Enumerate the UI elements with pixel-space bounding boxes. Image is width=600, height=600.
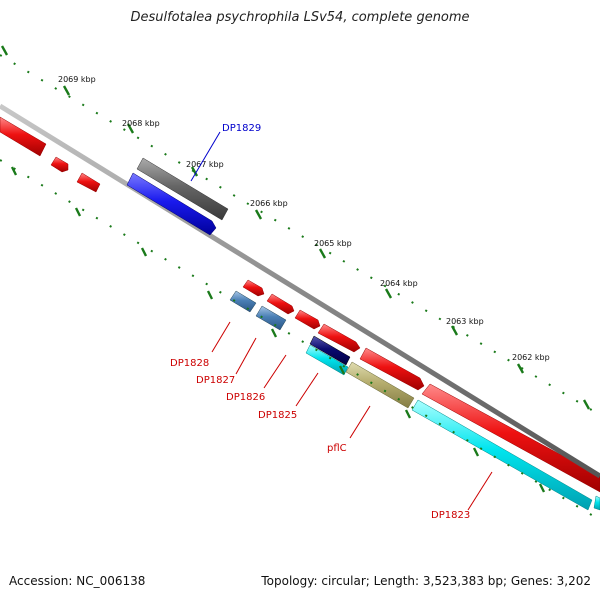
connector-dp1829 bbox=[190, 131, 221, 182]
scale-label: 2065 kbp bbox=[314, 239, 352, 248]
gene-forward bbox=[294, 309, 321, 330]
connector-dp1827 bbox=[235, 337, 257, 375]
connector-pflc bbox=[349, 405, 371, 439]
gene-reverse bbox=[593, 495, 600, 511]
label-pflc: pflC bbox=[327, 443, 347, 454]
outer-tick bbox=[516, 363, 525, 374]
gene-dp1826 bbox=[309, 335, 351, 366]
outer-tick bbox=[582, 399, 591, 410]
gene-forward bbox=[0, 116, 47, 157]
gene-forward bbox=[317, 323, 361, 353]
label-dp1828: DP1828 bbox=[170, 358, 209, 369]
connector-dp1825 bbox=[295, 372, 319, 407]
outer-tick bbox=[384, 288, 393, 299]
gene-reverse bbox=[76, 172, 101, 193]
label-dp1829: DP1829 bbox=[222, 123, 261, 134]
outer-tick bbox=[318, 248, 327, 259]
scale-label: 2064 kbp bbox=[380, 279, 418, 288]
inner-tick bbox=[404, 409, 412, 419]
gene-reverse bbox=[50, 156, 69, 173]
scale-label: 2068 kbp bbox=[122, 119, 160, 128]
gene-dp1825 bbox=[305, 344, 349, 376]
outer-tick bbox=[62, 85, 71, 96]
label-dp1825: DP1825 bbox=[258, 410, 297, 421]
inner-tick bbox=[206, 290, 214, 300]
scale-label: 2067 kbp bbox=[186, 160, 224, 169]
scale-label: 2062 kbp bbox=[512, 353, 550, 362]
genome-backbone bbox=[0, 103, 600, 479]
connector-dp1828 bbox=[211, 321, 231, 353]
gene-forward bbox=[242, 279, 265, 297]
scale-label: 2069 kbp bbox=[58, 75, 96, 84]
outer-tick bbox=[254, 209, 263, 220]
gene-dp1829 bbox=[126, 172, 217, 236]
forward-strand-genes bbox=[0, 116, 600, 493]
scale-label: 2066 kbp bbox=[250, 199, 288, 208]
gene-forward bbox=[359, 347, 425, 391]
inner-tick bbox=[538, 483, 546, 493]
gene-dp1828 bbox=[229, 290, 257, 313]
outer-scale-track bbox=[0, 45, 600, 416]
inner-tick bbox=[74, 207, 82, 217]
inner-tick bbox=[472, 447, 480, 457]
inner-scale-track bbox=[0, 159, 600, 521]
scale-labels: 2069 kbp 2068 kbp 2067 kbp 2066 kbp 2065… bbox=[58, 75, 550, 362]
label-dp1826: DP1826 bbox=[226, 392, 265, 403]
outer-tick bbox=[0, 45, 9, 56]
label-dp1827: DP1827 bbox=[196, 375, 235, 386]
map-title: Desulfotalea psychrophila LSv54, complet… bbox=[130, 10, 470, 25]
inner-tick bbox=[140, 247, 148, 257]
outer-tick bbox=[450, 325, 459, 336]
gene-forward bbox=[421, 383, 600, 493]
gene-dp1827 bbox=[255, 305, 287, 331]
outer-tick bbox=[126, 123, 135, 134]
gene-gray bbox=[136, 157, 229, 221]
outer-tick bbox=[190, 166, 199, 177]
label-dp1823: DP1823 bbox=[431, 510, 470, 521]
accession-label: Accession: NC_006138 bbox=[9, 574, 146, 588]
gene-forward bbox=[266, 293, 295, 315]
label-connectors bbox=[190, 131, 493, 511]
inner-tick bbox=[10, 166, 18, 176]
inner-tick bbox=[338, 365, 346, 375]
gene-pflc bbox=[345, 361, 415, 409]
connector-dp1823 bbox=[467, 471, 493, 511]
scale-label: 2063 kbp bbox=[446, 317, 484, 326]
gene-labels: DP1829 DP1828 DP1827 DP1826 DP1825 pflC … bbox=[170, 123, 470, 521]
gene-dp1823 bbox=[411, 399, 593, 511]
topology-label: Topology: circular; Length: 3,523,383 bp… bbox=[261, 574, 591, 588]
connector-dp1826 bbox=[263, 354, 287, 389]
inner-tick bbox=[270, 328, 278, 338]
